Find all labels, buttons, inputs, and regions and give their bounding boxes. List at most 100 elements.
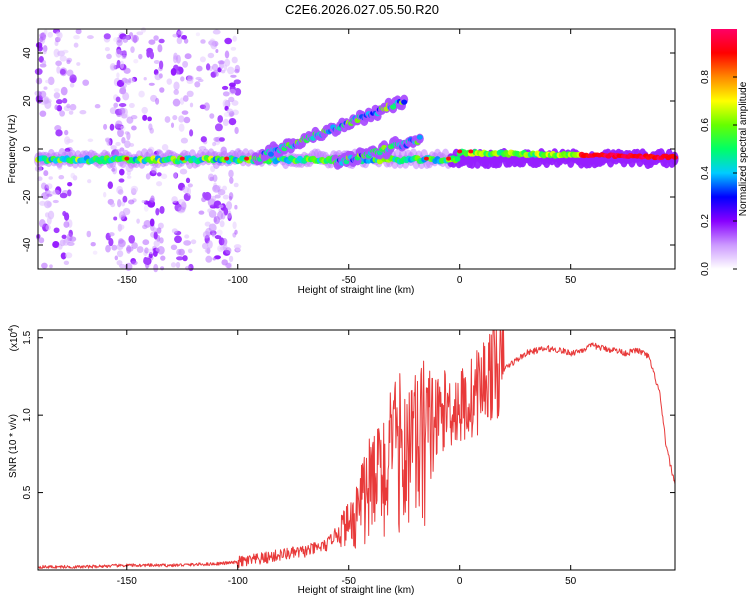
- noise-cell: [214, 235, 222, 240]
- noise-cell: [59, 55, 67, 62]
- noise-cell: [41, 262, 48, 269]
- band-hotspot: [244, 156, 250, 161]
- noise-cell: [59, 67, 68, 77]
- noise-cell: [61, 234, 67, 239]
- snr-x-ticks: -150 -100 -50 0 50: [117, 330, 577, 587]
- noise-cell: [53, 227, 60, 234]
- x-tick-label: -50: [342, 275, 357, 286]
- band-hotspot: [124, 156, 130, 161]
- noise-cell: [217, 189, 226, 196]
- noise-cell: [149, 197, 155, 203]
- noise-cell: [136, 31, 144, 36]
- noise-cell: [52, 189, 60, 195]
- noise-cell: [103, 123, 108, 130]
- noise-cell: [55, 129, 63, 137]
- noise-cell: [39, 200, 46, 206]
- colorbar: 0.0 0.2 0.4 0.6 0.8 Normalized spectral ampl…: [700, 29, 749, 276]
- noise-cell: [62, 239, 70, 246]
- x-tick-label: 0: [457, 275, 463, 286]
- noise-cell: [156, 227, 162, 234]
- noise-cell: [155, 97, 160, 105]
- noise-cell: [149, 127, 154, 134]
- noise-cell: [186, 90, 194, 98]
- noise-cell: [159, 205, 165, 214]
- noise-cell: [223, 207, 229, 216]
- noise-cell: [158, 38, 165, 44]
- noise-cell: [63, 260, 70, 265]
- spectrogram-y-label: Frequency (Hz): [7, 115, 18, 184]
- noise-cell: [109, 123, 115, 131]
- noise-cell: [149, 218, 155, 227]
- noise-cell: [215, 49, 219, 53]
- noise-cell: [141, 199, 146, 204]
- noise-cell: [225, 262, 232, 269]
- noise-cell: [38, 219, 46, 228]
- noise-cell: [133, 58, 139, 64]
- noise-cell: [108, 232, 115, 237]
- noise-cell: [69, 82, 75, 88]
- noise-cell: [180, 137, 188, 144]
- noise-cell: [147, 116, 152, 122]
- noise-cell: [156, 172, 162, 177]
- noise-cell: [40, 182, 47, 190]
- noise-cell: [170, 262, 177, 268]
- noise-cell: [130, 46, 135, 53]
- noise-cell: [212, 257, 217, 261]
- snr-y-ticks: 0.5 1.0 1.5: [22, 330, 675, 500]
- noise-cell: [200, 39, 206, 44]
- noise-cell: [79, 110, 87, 115]
- noise-cell: [114, 255, 119, 261]
- noise-cell: [205, 63, 211, 71]
- noise-cell: [198, 210, 205, 215]
- noise-cell: [45, 79, 50, 84]
- noise-cell: [178, 123, 185, 132]
- noise-cell: [217, 245, 225, 252]
- noise-cell: [107, 181, 114, 189]
- noise-cell: [46, 193, 53, 197]
- x-tick-label: -100: [228, 576, 248, 587]
- noise-cell: [103, 191, 107, 198]
- noise-cell: [37, 91, 42, 96]
- noise-cell: [104, 46, 110, 52]
- noise-cell: [189, 129, 194, 137]
- noise-cell: [116, 39, 123, 47]
- noise-cell: [217, 115, 224, 123]
- noise-cell: [155, 247, 164, 253]
- noise-cell: [42, 49, 47, 55]
- noise-cell: [58, 175, 65, 180]
- noise-cell: [222, 99, 229, 108]
- noise-cell: [172, 98, 181, 107]
- noise-cell: [147, 248, 154, 255]
- noise-cell: [66, 69, 74, 77]
- noise-cell: [222, 91, 230, 97]
- noise-cell: [143, 204, 149, 212]
- noise-cell: [113, 102, 119, 108]
- noise-cell: [130, 185, 139, 193]
- noise-cell: [217, 60, 225, 65]
- noise-cell: [222, 194, 229, 200]
- noise-cell: [136, 218, 140, 224]
- noise-cell: [211, 232, 216, 238]
- noise-cell: [198, 78, 204, 83]
- noise-cell: [227, 210, 232, 219]
- noise-cell: [121, 113, 129, 119]
- noise-cell: [54, 104, 59, 111]
- noise-cell: [121, 50, 127, 55]
- spectrogram-y-ticks: -40 -20 0 20 40: [22, 47, 675, 252]
- noise-cell: [76, 62, 81, 66]
- noise-cell: [221, 237, 228, 246]
- noise-cell: [115, 141, 121, 147]
- noise-cell: [189, 102, 194, 108]
- snr-scale-label: (x104): [8, 325, 20, 352]
- noise-cell: [34, 68, 43, 75]
- noise-cell: [55, 99, 63, 105]
- noise-cell: [121, 54, 127, 60]
- noise-cell: [143, 258, 151, 265]
- noise-cell: [233, 79, 241, 85]
- noise-cell: [171, 228, 178, 234]
- snr-series-line: [37, 329, 676, 569]
- band-hotspot: [179, 156, 185, 161]
- noise-cell: [87, 179, 92, 184]
- noise-cell: [182, 60, 189, 68]
